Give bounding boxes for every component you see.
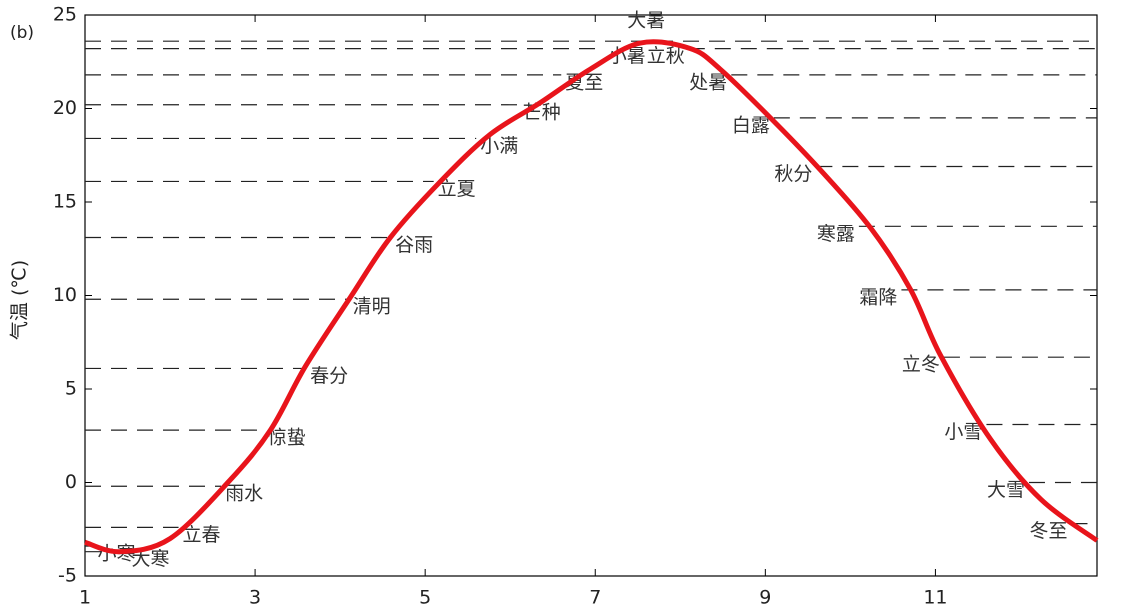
y-tick-label: 20 [53, 97, 77, 119]
x-tick-label: 11 [923, 587, 947, 609]
term-label: 清明 [353, 296, 391, 318]
y-tick-label: 5 [65, 378, 77, 400]
x-tick-label: 3 [249, 587, 261, 609]
term-label: 立夏 [438, 178, 476, 200]
panel-label: (b) [10, 23, 34, 43]
x-tick-label: 7 [589, 587, 601, 609]
term-label: 小满 [480, 135, 518, 157]
y-axis-title: 气温 (℃) [9, 260, 31, 340]
temperature-curve [84, 39, 1099, 555]
term-label: 寒露 [817, 223, 855, 245]
term-label: 立秋 [647, 45, 685, 67]
term-label: 谷雨 [395, 234, 433, 256]
term-label: 秋分 [774, 163, 812, 185]
term-label: 处暑 [689, 71, 727, 93]
y-tick-label: -5 [58, 565, 77, 587]
term-label: 大雪 [987, 479, 1025, 501]
term-label: 惊蛰 [268, 427, 306, 449]
term-label: 大暑 [627, 10, 665, 32]
y-tick-label: 0 [65, 471, 77, 493]
y-tick-label: 10 [53, 284, 77, 306]
term-label: 立冬 [902, 354, 940, 376]
term-label: 白露 [732, 114, 770, 136]
term-label: 春分 [310, 365, 348, 387]
y-tick-label: 25 [53, 4, 77, 26]
y-tick-label: 15 [53, 191, 77, 213]
x-tick-label: 9 [759, 587, 771, 609]
term-label: 雨水 [225, 483, 263, 505]
term-label: 霜降 [859, 286, 897, 308]
term-label: 小雪 [944, 421, 982, 443]
term-label: 冬至 [1029, 520, 1067, 542]
x-tick-label: 5 [419, 587, 431, 609]
x-tick-label: 1 [79, 587, 91, 609]
term-label: 大寒 [132, 548, 170, 570]
term-label: 立春 [183, 524, 221, 546]
